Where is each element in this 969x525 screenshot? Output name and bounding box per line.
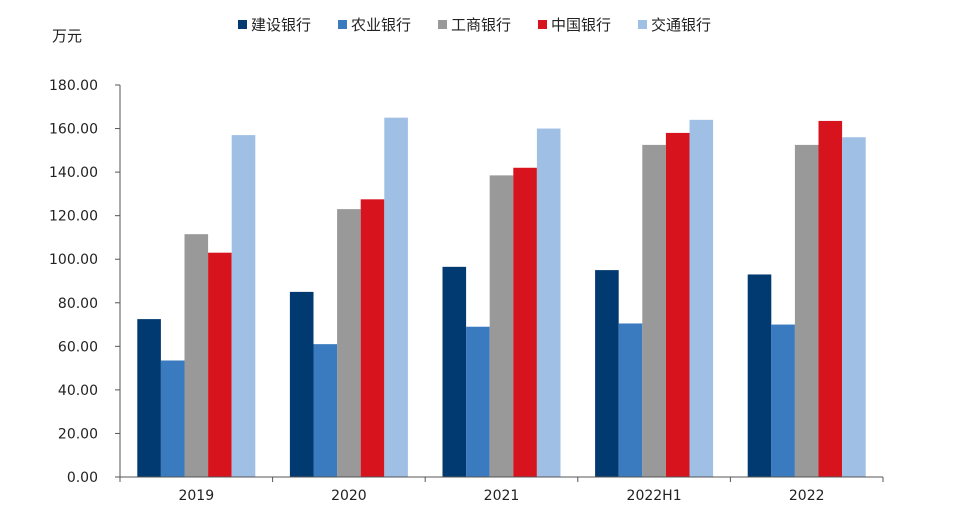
bar-2022H1-交通银行 (689, 119, 714, 477)
y-tick-label-1: 20.00 (58, 426, 98, 442)
y-tick-label-0: 0.00 (67, 470, 98, 486)
y-tick-label-7: 140.00 (49, 165, 98, 181)
x-category-label-4: 2022 (789, 488, 825, 504)
bar-2022-交通银行 (842, 137, 866, 477)
legend-swatch-4 (638, 20, 647, 29)
bar-2021-农业银行 (466, 326, 490, 477)
axes (119, 85, 884, 482)
bar-2022-工商银行 (794, 144, 819, 477)
bar-2022H1-中国银行 (665, 132, 690, 477)
x-category-label-2: 2021 (484, 488, 520, 504)
bar-2022H1-建设银行 (595, 270, 619, 477)
legend-label-1: 农业银行 (351, 16, 411, 34)
bar-2022-农业银行 (771, 324, 795, 477)
bar-2019-建设银行 (137, 319, 161, 477)
bar-2021-中国银行 (513, 167, 537, 477)
legend-label-3: 中国银行 (551, 16, 611, 34)
bar-2019-中国银行 (208, 252, 232, 477)
y-axis-unit-label: 万元 (52, 27, 82, 45)
bar-2019-交通银行 (231, 135, 256, 477)
y-tick-label-4: 80.00 (58, 296, 98, 312)
legend: 建设银行 农业银行 工商银行 中国银行 交通银行 (238, 16, 711, 34)
legend-swatch-2 (438, 20, 447, 29)
bar-2021-建设银行 (442, 266, 467, 477)
x-category-label-0: 2019 (178, 488, 214, 504)
bar-2020-农业银行 (313, 344, 338, 477)
y-tick-label-5: 100.00 (49, 252, 98, 268)
bar-2022H1-工商银行 (642, 144, 666, 477)
y-tick-label-3: 60.00 (58, 339, 98, 355)
bar-2020-中国银行 (360, 199, 385, 477)
bar-2022-建设银行 (747, 274, 772, 477)
bar-2020-建设银行 (289, 291, 314, 477)
bar-2022-中国银行 (818, 120, 843, 478)
bar-2021-工商银行 (489, 175, 514, 477)
x-axis-labels: 2019 2020 2021 2022H1 2022 (178, 488, 824, 504)
bar-2019-工商银行 (184, 234, 209, 477)
legend-label-0: 建设银行 (251, 16, 311, 34)
bar-2020-交通银行 (384, 117, 408, 478)
y-tick-label-6: 120.00 (49, 209, 98, 225)
bar-2022H1-农业银行 (618, 323, 643, 477)
y-tick-label-2: 40.00 (58, 383, 98, 399)
x-category-label-3: 2022H1 (627, 488, 682, 504)
bar-2019-农业银行 (160, 360, 185, 477)
legend-label-2: 工商银行 (451, 16, 511, 34)
legend-swatch-1 (338, 20, 347, 29)
bar-2021-交通银行 (536, 128, 561, 477)
legend-swatch-0 (238, 20, 247, 29)
bars (137, 117, 866, 478)
legend-swatch-3 (538, 20, 547, 29)
x-category-label-1: 2020 (331, 488, 367, 504)
bar-2020-工商银行 (337, 209, 361, 477)
y-axis-ticks: 0.00 20.00 40.00 60.00 80.00 100.00 120.00 140.… (49, 78, 120, 486)
legend-label-4: 交通银行 (651, 16, 711, 34)
y-tick-label-9: 180.00 (49, 78, 98, 94)
y-tick-label-8: 160.00 (49, 122, 98, 138)
